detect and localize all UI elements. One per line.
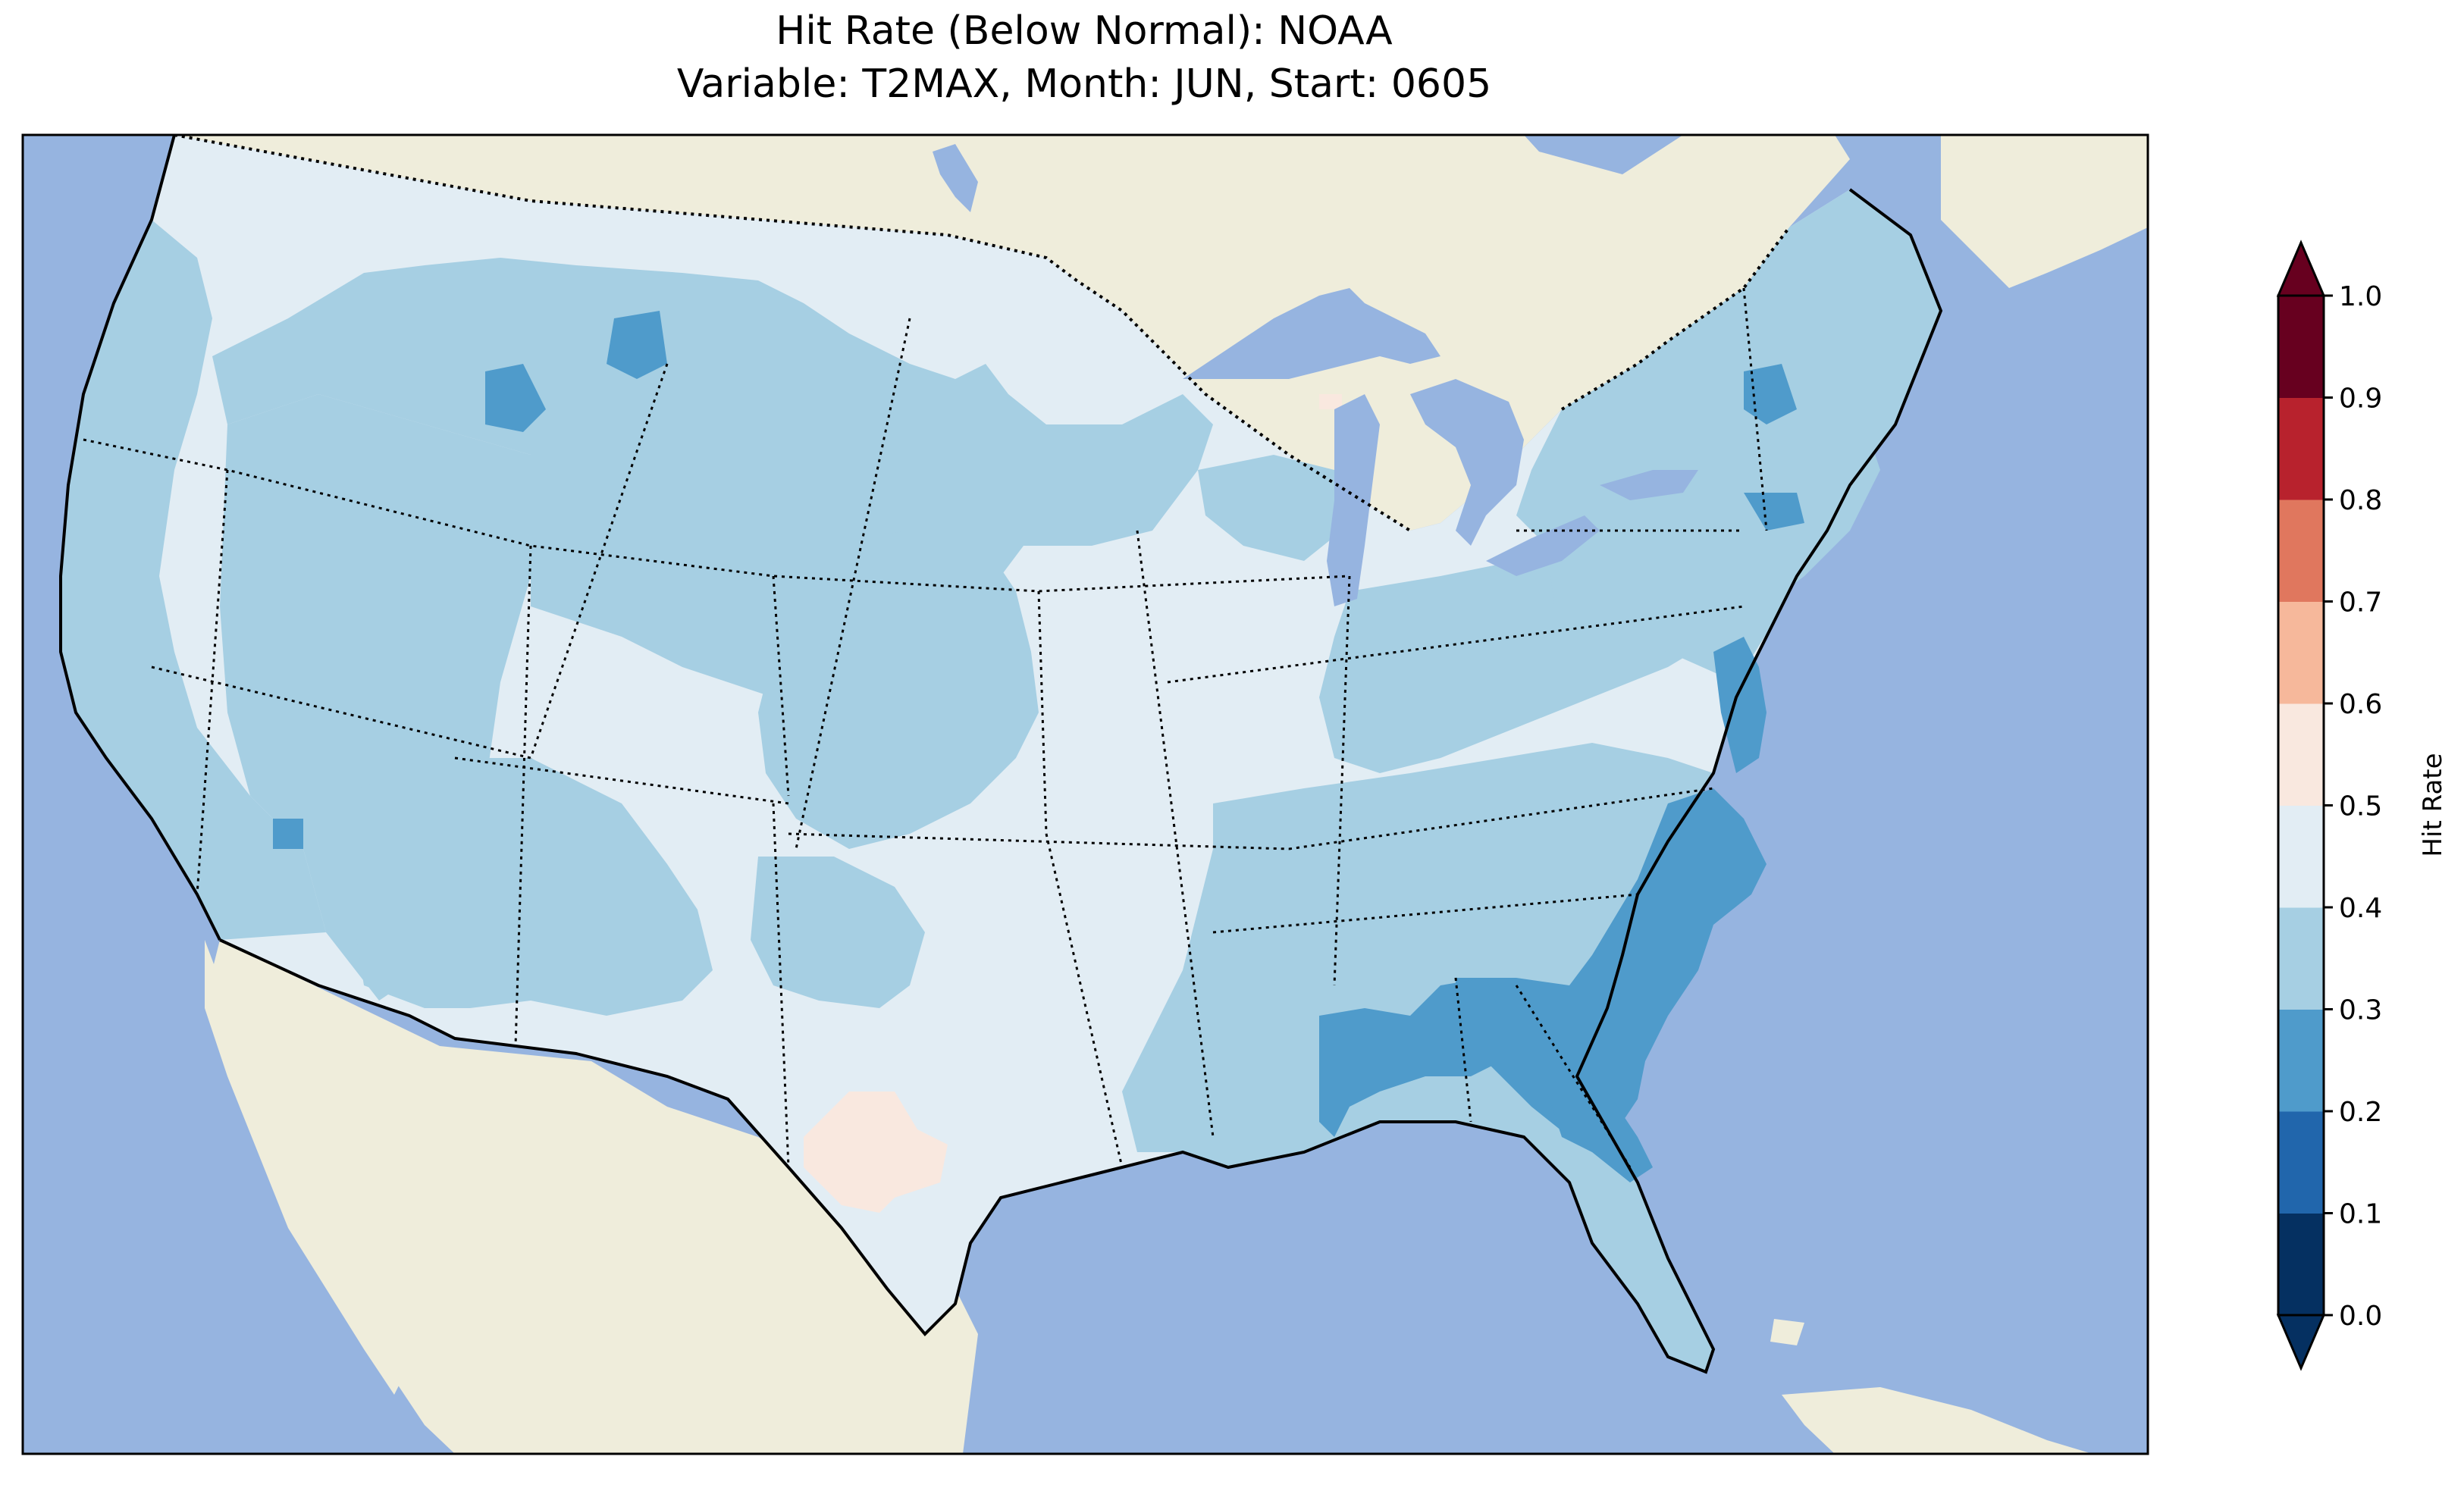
region-mid-atlantic — [1713, 637, 1766, 773]
lake-winnipeg — [933, 144, 978, 212]
region-wisconsin — [1198, 455, 1342, 561]
colorbar-over-triangle — [2276, 240, 2326, 297]
colorbar-bin-0.7-0.8 — [2278, 500, 2324, 602]
colorbar-bin-0.2-0.3 — [2278, 1009, 2324, 1112]
lake-huron — [1410, 379, 1524, 546]
lake-ontario — [1600, 470, 1698, 500]
cuba-land — [1782, 1387, 2093, 1454]
colorbar-tick-label: 0.4 — [2339, 893, 2382, 924]
colorbar-bin-0.1-0.2 — [2278, 1111, 2324, 1214]
colorbar-tick-label: 0.2 — [2339, 1097, 2382, 1128]
newfoundland-land — [2039, 174, 2115, 227]
colorbar-bin-0.3-0.4 — [2278, 907, 2324, 1010]
canada-us-border — [174, 135, 1791, 532]
colorbar-bin-0.8-0.9 — [2278, 397, 2324, 500]
region-nebraska-kansas — [758, 531, 1039, 849]
region-california-spot — [273, 819, 303, 849]
region-west-texas — [804, 1092, 948, 1213]
lake-superior — [1183, 288, 1440, 379]
colorbar-tick-label: 0.0 — [2339, 1301, 2382, 1332]
lake-michigan — [1327, 394, 1380, 606]
region-vermont-spot — [1744, 493, 1804, 531]
colorbar-tick-label: 0.9 — [2339, 384, 2382, 415]
chart-subtitle: Variable: T2MAX, Month: JUN, Start: 0605 — [676, 61, 1492, 107]
colorbar-bin-0.4-0.5 — [2278, 805, 2324, 908]
colorbar-tick-label: 0.5 — [2339, 791, 2382, 822]
chart-title: Hit Rate (Below Normal): NOAA — [776, 8, 1393, 54]
region-georgia-carolinas — [1456, 788, 1766, 1152]
canada-land — [174, 135, 1850, 531]
colorbar-tick-label: 1.0 — [2339, 281, 2382, 312]
region-upper-michigan-spot — [1319, 394, 1342, 409]
colorbar-tick-label: 0.3 — [2339, 995, 2382, 1026]
colorbar-under-triangle — [2276, 1314, 2326, 1371]
region-montana-spot — [607, 311, 667, 379]
colorbar-tick-label: 0.1 — [2339, 1199, 2382, 1230]
map-frame — [21, 133, 2149, 1455]
region-northeast — [1516, 189, 1941, 682]
baja-land — [205, 940, 409, 1395]
colorbar-tick-label: 0.7 — [2339, 587, 2382, 619]
colorbar-bin-0.6-0.7 — [2278, 601, 2324, 704]
colorbar-bin-0.0-0.1 — [2278, 1213, 2324, 1316]
region-southwest — [334, 758, 713, 1016]
colorbar-tick-label: 0.6 — [2339, 689, 2382, 720]
region-gulf-states — [1319, 978, 1501, 1137]
colorbar-ticks: 0.0 0.1 0.2 0.3 0.4 0.5 0.6 0.7 0.8 0.9 1.0 — [2324, 281, 2382, 1332]
state-borders — [83, 287, 1768, 1168]
colorbar-tick-label: 0.8 — [2339, 485, 2382, 516]
bahamas-land — [1770, 1319, 1804, 1345]
coastline — [59, 135, 1943, 1374]
region-ny-spot — [1744, 364, 1797, 424]
region-idaho-spot — [485, 364, 546, 432]
region-west-coast — [61, 220, 326, 940]
colorbar-bin-0.5-0.6 — [2278, 703, 2324, 806]
colorbar-bin-0.9-1.0 — [2278, 296, 2324, 398]
region-texas-panhandle — [751, 857, 925, 1008]
colorbar-bins — [2278, 296, 2324, 1316]
colorbar-label: Hit Rate — [2418, 753, 2448, 857]
